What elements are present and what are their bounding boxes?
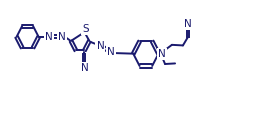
Text: N: N: [158, 49, 166, 59]
Text: S: S: [82, 24, 89, 34]
Text: N: N: [45, 32, 52, 42]
Text: N: N: [184, 19, 192, 29]
Text: N: N: [58, 32, 66, 42]
Text: N: N: [81, 63, 88, 73]
Text: N: N: [97, 41, 104, 51]
Text: N: N: [107, 47, 115, 57]
